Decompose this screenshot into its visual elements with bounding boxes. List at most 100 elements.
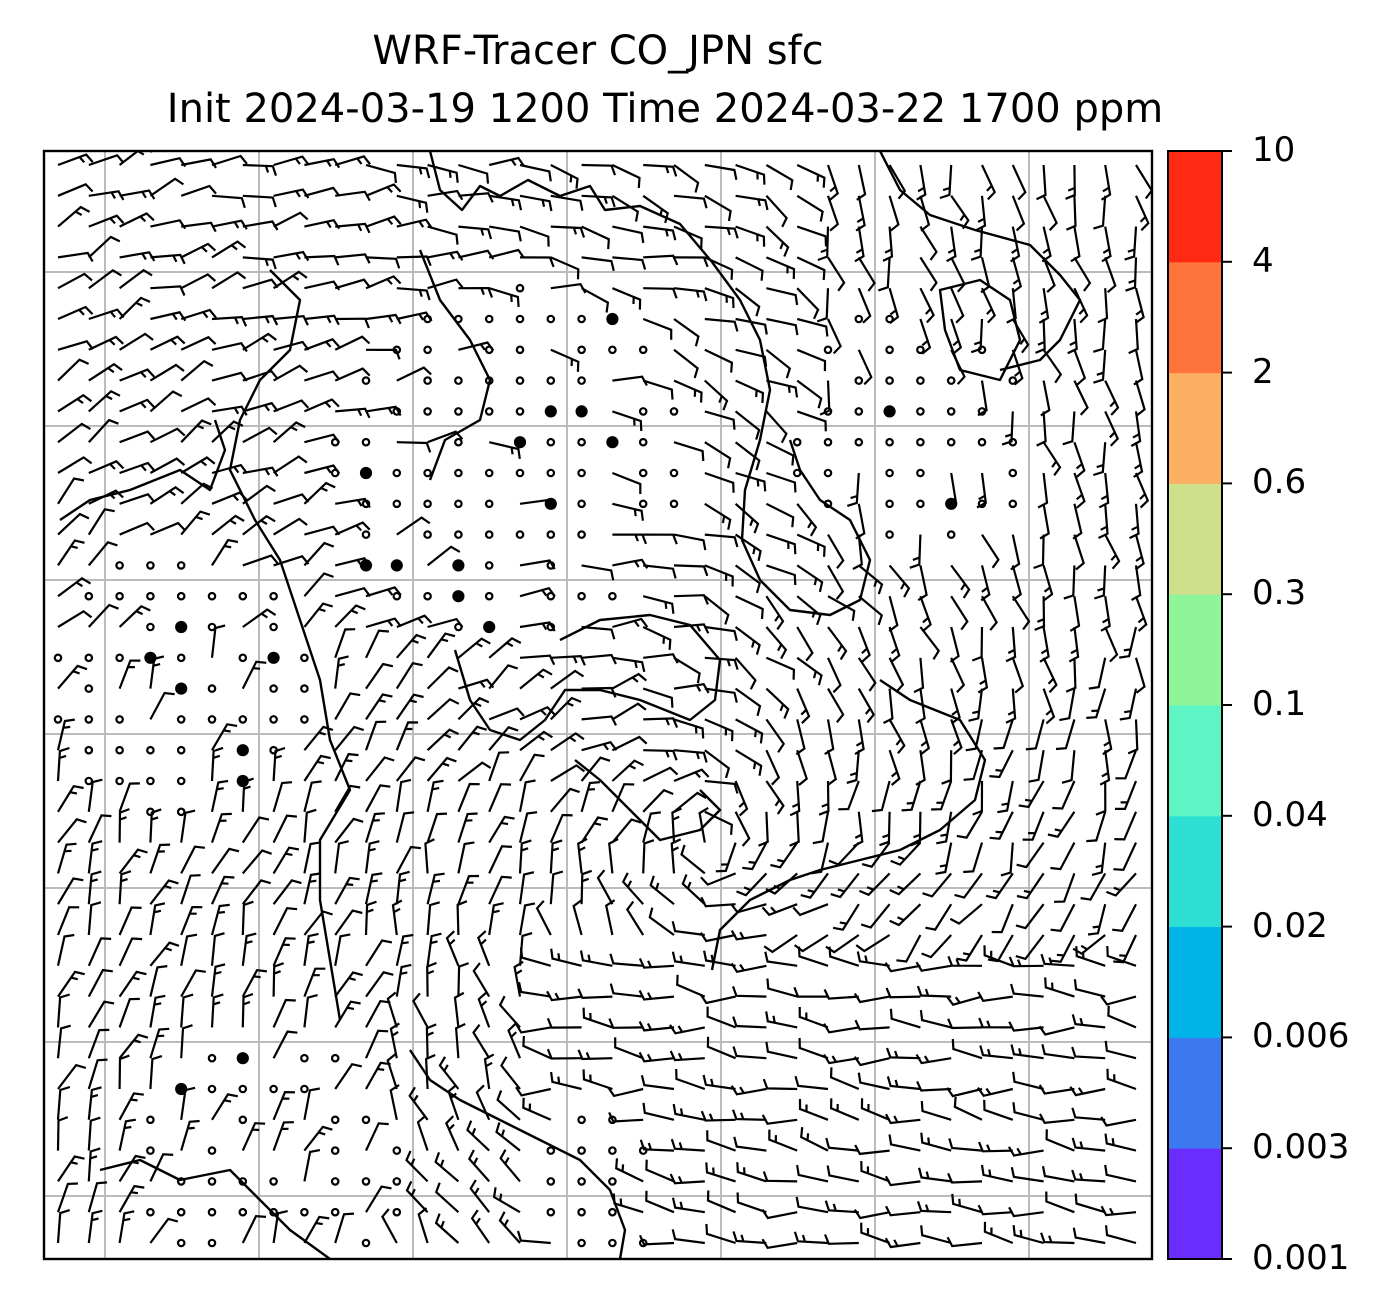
wind-barb bbox=[1104, 380, 1120, 416]
wind-barb bbox=[434, 1152, 460, 1183]
wind-barb bbox=[889, 1008, 921, 1029]
wind-barb bbox=[796, 379, 823, 409]
calm-circle bbox=[330, 1053, 340, 1063]
wind-barb bbox=[577, 837, 588, 874]
wind-barb bbox=[1086, 811, 1107, 843]
wind-barb bbox=[242, 163, 278, 176]
wind-barb bbox=[608, 1111, 644, 1123]
wind-barb bbox=[706, 1190, 737, 1214]
wind-barb bbox=[919, 318, 932, 355]
wind-barb bbox=[1005, 626, 1017, 663]
calm-circle bbox=[1008, 376, 1018, 385]
wind-barb bbox=[395, 963, 412, 997]
calm-circle bbox=[946, 437, 956, 447]
wind-barb bbox=[396, 614, 433, 629]
wind-barb bbox=[946, 995, 983, 1006]
wind-barb bbox=[518, 779, 536, 813]
wind-barb bbox=[211, 847, 240, 875]
wind-barb bbox=[734, 657, 757, 690]
wind-barb bbox=[1104, 1225, 1137, 1245]
wind-barb bbox=[303, 602, 334, 628]
wind-barb bbox=[517, 982, 551, 998]
wind-barb bbox=[57, 393, 93, 413]
calm-circle bbox=[608, 1177, 617, 1186]
wind-barb bbox=[704, 410, 736, 430]
wind-barb bbox=[956, 934, 983, 962]
wind-barb bbox=[946, 1236, 983, 1248]
wind-barb bbox=[87, 968, 113, 998]
wind-barb bbox=[638, 958, 675, 969]
wind-barb bbox=[638, 1020, 675, 1032]
wind-barb bbox=[365, 756, 395, 782]
colorbar-segment-4 bbox=[1168, 705, 1222, 817]
wind-barb bbox=[57, 358, 90, 382]
wind-barb bbox=[796, 749, 808, 786]
wind-barb bbox=[149, 655, 165, 689]
wind-barb bbox=[56, 1024, 71, 1059]
wind-barb bbox=[488, 751, 510, 782]
wind-barb bbox=[1011, 195, 1026, 232]
wind-barb bbox=[88, 389, 121, 413]
wind-barb bbox=[427, 189, 464, 201]
wind-barb bbox=[704, 718, 734, 742]
coast-china-east bbox=[228, 269, 352, 1021]
wind-barb bbox=[87, 840, 103, 874]
wind-barb bbox=[88, 335, 124, 351]
calm-circle bbox=[546, 530, 556, 539]
wind-barb bbox=[272, 746, 286, 782]
wind-barb bbox=[792, 903, 829, 917]
wind-barb bbox=[706, 1036, 737, 1060]
wind-barb bbox=[483, 1053, 495, 1090]
wind-barb bbox=[500, 1056, 521, 1090]
calm-circle bbox=[823, 468, 833, 478]
wind-barb bbox=[427, 430, 464, 444]
wind-barb bbox=[334, 933, 351, 966]
wind-barb bbox=[272, 1210, 288, 1244]
calm-circle bbox=[207, 1146, 217, 1155]
wind-barb bbox=[57, 664, 88, 690]
wind-barb bbox=[88, 154, 125, 167]
wind-barb bbox=[765, 780, 785, 815]
wind-barb bbox=[704, 749, 731, 779]
wind-barb bbox=[853, 1056, 890, 1067]
calm-circle bbox=[946, 376, 956, 385]
wind-barb bbox=[57, 818, 87, 844]
wind-barb bbox=[334, 367, 371, 382]
wind-barb bbox=[1005, 688, 1017, 724]
calm-circle bbox=[883, 405, 896, 418]
wind-barb bbox=[498, 1211, 521, 1244]
wind-barb bbox=[612, 617, 649, 629]
wind-barb bbox=[770, 841, 799, 869]
wind-barb bbox=[87, 603, 119, 628]
wind-barb bbox=[87, 778, 103, 812]
calm-circle bbox=[546, 561, 556, 570]
wind-barb bbox=[57, 1063, 87, 1090]
colorbar-segment-2 bbox=[1168, 926, 1222, 1038]
wind-barb bbox=[949, 903, 983, 925]
wind-barb bbox=[303, 841, 321, 874]
wind-barb bbox=[56, 933, 75, 967]
wind-barb bbox=[477, 930, 491, 967]
wind-barb bbox=[550, 696, 582, 721]
wind-barb bbox=[1016, 872, 1045, 900]
wind-barb bbox=[119, 461, 156, 475]
wind-barb bbox=[273, 270, 308, 290]
calm-circle bbox=[84, 653, 94, 663]
wind-barb bbox=[149, 363, 185, 382]
wind-barb bbox=[735, 256, 764, 281]
calm-circle bbox=[146, 1115, 155, 1125]
wind-barb bbox=[519, 753, 545, 782]
wind-barb bbox=[1125, 257, 1138, 292]
wind-barb bbox=[334, 278, 371, 290]
calm-circle bbox=[606, 436, 619, 449]
wind-barb bbox=[57, 539, 85, 567]
wind-barb bbox=[625, 900, 645, 936]
wind-barb bbox=[742, 842, 768, 871]
wind-barb bbox=[180, 510, 211, 536]
wind-barb bbox=[57, 153, 94, 167]
wind-barb bbox=[732, 1016, 767, 1029]
wind-barb bbox=[857, 256, 876, 292]
calm-circle bbox=[423, 530, 432, 539]
wind-barb bbox=[612, 256, 647, 270]
wind-barb bbox=[789, 780, 801, 817]
